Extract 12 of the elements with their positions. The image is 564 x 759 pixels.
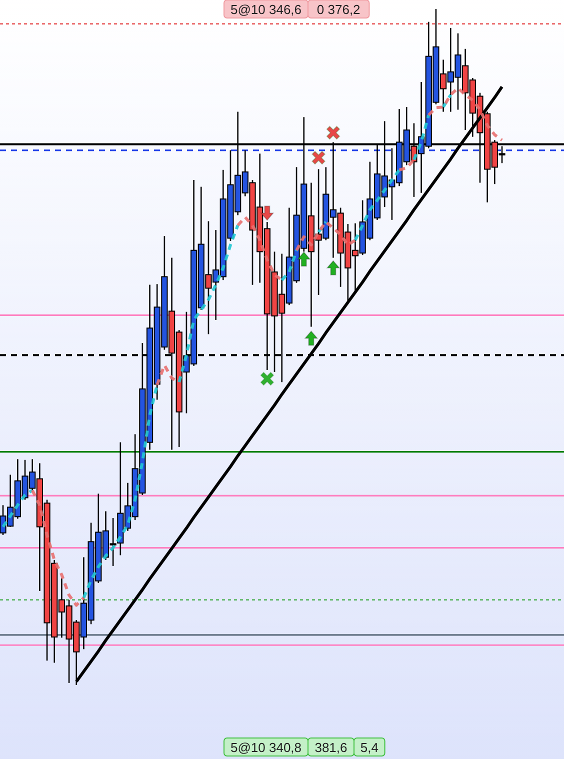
- point: [326, 260, 340, 276]
- text: 5,4: [360, 740, 378, 755]
- point: [297, 252, 310, 267]
- point: [260, 206, 274, 221]
- point: [326, 126, 340, 140]
- text: 5@10 340,8: [230, 740, 302, 755]
- text: 381,6: [314, 740, 348, 755]
- annotation: 5@10 346,6: [230, 2, 302, 17]
- point: [260, 372, 274, 386]
- annotation: 0 376,2: [316, 2, 360, 17]
- point: [304, 330, 318, 346]
- point: [312, 150, 326, 165]
